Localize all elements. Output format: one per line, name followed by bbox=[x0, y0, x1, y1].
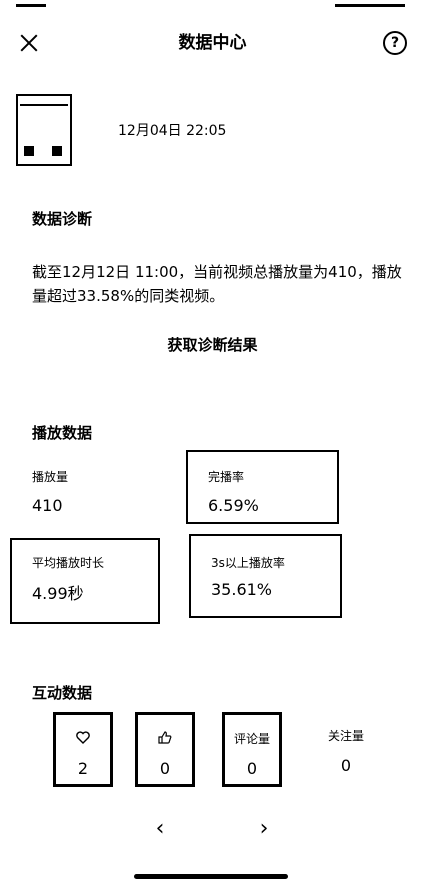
follows-label: 关注量 bbox=[327, 729, 364, 743]
thumbnail-marker bbox=[24, 146, 34, 156]
over-3s-rate-stat: 3s以上播放率 35.61% bbox=[189, 534, 342, 618]
thumbs-up-box: 0 bbox=[135, 712, 195, 787]
diagnosis-title: 数据诊断 bbox=[32, 210, 93, 228]
likes-box: 2 bbox=[53, 712, 113, 787]
page-title: 数据中心 bbox=[178, 33, 247, 53]
comments-box: 评论量 0 bbox=[222, 712, 282, 787]
thumbs-up-icon bbox=[158, 731, 172, 744]
avg-duration-label: 平均播放时长 bbox=[32, 556, 105, 570]
over-3s-rate-label: 3s以上播放率 bbox=[211, 556, 285, 570]
avg-duration-value: 4.99秒 bbox=[32, 584, 84, 603]
interaction-data-title: 互动数据 bbox=[32, 684, 93, 702]
thumbnail-marker bbox=[52, 146, 62, 156]
follows-value: 0 bbox=[340, 756, 352, 775]
thumbnail-top-bar bbox=[20, 100, 68, 106]
diagnosis-text: 截至12月12日 11:00，当前视频总播放量为410，播放量超过33.58%的… bbox=[32, 263, 402, 305]
get-diagnosis-button[interactable]: 获取诊断结果 bbox=[167, 336, 258, 354]
status-time bbox=[16, 0, 46, 7]
views-stat: 播放量 410 bbox=[12, 452, 172, 532]
comments-label: 评论量 bbox=[233, 732, 270, 746]
avg-duration-stat: 平均播放时长 4.99秒 bbox=[10, 538, 160, 624]
previous-page-chevron-icon[interactable]: ‹ bbox=[155, 816, 165, 841]
follows-box: 关注量 0 bbox=[316, 712, 376, 787]
video-thumbnail[interactable] bbox=[16, 94, 72, 166]
next-page-chevron-icon[interactable]: › bbox=[259, 816, 269, 841]
heart-icon bbox=[76, 731, 90, 744]
status-bar bbox=[0, 0, 425, 12]
home-indicator[interactable] bbox=[134, 874, 288, 879]
play-data-title: 播放数据 bbox=[32, 424, 93, 442]
completion-rate-stat: 完播率 6.59% bbox=[186, 450, 339, 524]
help-icon[interactable]: ? bbox=[383, 31, 407, 55]
over-3s-rate-value: 35.61% bbox=[211, 580, 273, 599]
likes-value: 2 bbox=[77, 759, 89, 778]
completion-rate-value: 6.59% bbox=[208, 496, 259, 515]
completion-rate-label: 完播率 bbox=[208, 470, 245, 484]
thumbs-up-value: 0 bbox=[159, 759, 171, 778]
navigation-bar: 数据中心 ? bbox=[0, 20, 425, 66]
status-icons bbox=[335, 0, 405, 7]
views-value: 410 bbox=[32, 496, 63, 515]
video-publish-time: 12月04日 22:05 bbox=[118, 123, 227, 139]
comments-value: 0 bbox=[246, 759, 258, 778]
views-label: 播放量 bbox=[32, 470, 69, 484]
